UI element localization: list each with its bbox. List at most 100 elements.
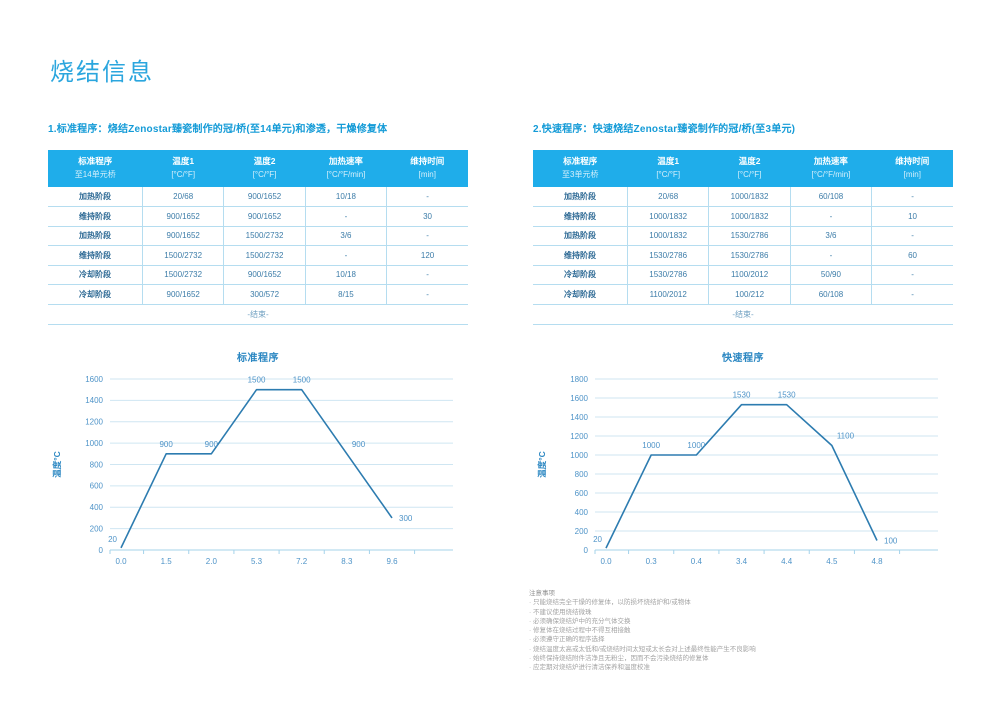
- table-cell: 冷却阶段: [48, 284, 143, 304]
- table-cell: 1100/2012: [708, 264, 791, 285]
- gridlines: [595, 378, 938, 550]
- svg-text:900: 900: [205, 439, 219, 448]
- table-cell: -: [304, 206, 387, 226]
- column-header: 维持时间 [min]: [386, 150, 468, 187]
- table-row: 冷却阶段 1100/2012 100/212 60/108-: [533, 284, 953, 304]
- section-heading-fast: 2.快速程序：快速烧结Zenostar臻瓷制作的冠/桥(至3单元): [533, 124, 796, 135]
- standard-program-table: 标准程序 至14单元桥 温度1 [°C/°F] 温度2 [°C/°F] 加热速率 [°C/°F…: [48, 150, 468, 325]
- notes-title: 注意事项: [529, 590, 555, 597]
- table-cell: 900/1652: [223, 206, 306, 226]
- table-row: 冷却阶段 900/1652 300/572 8/15-: [48, 284, 468, 304]
- svg-text:1500: 1500: [293, 375, 311, 384]
- table-cell: 900/1652: [141, 225, 224, 246]
- table-cell: 维持阶段: [48, 245, 143, 265]
- table-cell: 1500/2732: [141, 264, 224, 285]
- table-cell: 1530/2786: [708, 225, 791, 246]
- note-item: 修复体在烧结过程中不得互相接触: [529, 626, 959, 635]
- table-row: 维持阶段 1500/2732 1500/2732-120: [48, 245, 468, 265]
- svg-text:1000: 1000: [85, 438, 103, 447]
- table-cell: 8/15: [304, 284, 387, 304]
- table-cell: 加热阶段: [79, 192, 111, 201]
- table-cell: 3/6: [789, 225, 872, 246]
- table-cell: 维持阶段: [533, 245, 628, 265]
- table-cell: -: [386, 284, 468, 304]
- table-footer-end: -结束-: [533, 303, 953, 325]
- table-cell: 900/1652: [141, 284, 224, 304]
- table-cell: -: [789, 245, 872, 265]
- svg-text:900: 900: [159, 439, 173, 448]
- note-item: 应定期对烧结炉进行清洁保养和温度校准: [529, 663, 959, 672]
- x-tick-label: 9.6: [386, 557, 398, 566]
- table-cell: -: [386, 264, 468, 285]
- table-cell: 900/1652: [223, 264, 306, 285]
- table-cell: 100/212: [708, 284, 791, 304]
- table-row: 加热阶段 20/68 1000/1832 60/108-: [533, 187, 953, 207]
- table-cell: 冷却阶段: [533, 264, 628, 285]
- table-cell: 1530/2786: [626, 264, 709, 285]
- table-cell: 加热阶段: [533, 225, 628, 246]
- point-labels: 20 900 900 1500 1500 900 300: [108, 375, 413, 543]
- svg-text:20: 20: [593, 535, 602, 544]
- svg-text:1100: 1100: [837, 431, 855, 440]
- note-item: 烧结温度太高或太低和/或烧结时间太短或太长会对上述最终性能产生不良影响: [529, 645, 959, 654]
- table-cell: -: [871, 264, 953, 285]
- column-header: 温度2 [°C/°F]: [708, 150, 791, 187]
- table-cell: 1500/2732: [141, 245, 224, 265]
- svg-text:0: 0: [99, 545, 104, 554]
- svg-text:800: 800: [90, 460, 104, 469]
- note-item: 始终保持烧结附件洁净且无粉尘，因而不会污染烧结的修复体: [529, 654, 959, 663]
- x-tick-label: 4.4: [781, 557, 793, 566]
- x-tick-label: 0.0: [600, 557, 612, 566]
- table-cell: 冷却阶段: [48, 264, 143, 285]
- fast-chart-title: 快速程序: [722, 352, 764, 364]
- svg-text:400: 400: [90, 503, 104, 512]
- temperature-line: [605, 403, 878, 548]
- table-cell: 60: [871, 245, 953, 265]
- table-cell: 20/68: [626, 187, 709, 207]
- table-cell: 300/572: [223, 284, 306, 304]
- x-tick-label: 5.3: [251, 557, 263, 566]
- x-tick-label: 0.3: [646, 557, 658, 566]
- table-cell: 1000/1832: [708, 206, 791, 226]
- column-header: 温度1 [°C/°F]: [142, 150, 224, 187]
- table-cell: -: [386, 187, 468, 207]
- standard-chart-title: 标准程序: [237, 352, 279, 364]
- svg-text:1000: 1000: [687, 441, 705, 450]
- svg-text:1000: 1000: [570, 450, 588, 459]
- table-cell: 10: [871, 206, 953, 226]
- axis-labels: 0 200 400 600 800 1000 1200 1400 1600 1800 0.0 0.3 0…: [570, 374, 883, 565]
- svg-text:20: 20: [108, 534, 117, 543]
- table-cell: 60/108: [789, 284, 872, 304]
- table-cell: 1000/1832: [708, 187, 791, 207]
- section-standard-program: 1.标准程序：烧结Zenostar臻瓷制作的冠/桥(至14单元)和渗透，干燥修复…: [48, 120, 468, 574]
- table-cell: 120: [386, 245, 468, 265]
- table-cell: -: [386, 225, 468, 246]
- x-tick-label: 1.5: [161, 557, 173, 566]
- table-row: 维持阶段 1530/2786 1530/2786-60: [533, 245, 953, 265]
- table-footer-end: -结束-: [48, 303, 468, 325]
- note-item: 必须确保烧结炉中的充分气体交换: [529, 617, 959, 626]
- table-cell: 1500/2732: [223, 225, 306, 246]
- fast-program-chart: 0 200 400 600 800 1000 1200 1400 1600 1800 0.0 0.3 0…: [537, 374, 938, 566]
- notes: 注意事项 只能烧结完全干燥的修复体，以防损坏烧结炉和/或物体不建议使用烧结微珠必…: [529, 589, 959, 673]
- table-cell: 900/1652: [141, 206, 224, 226]
- column-header: 标准程序 至3单元桥: [533, 150, 628, 187]
- table-cell: 60/108: [789, 187, 872, 207]
- svg-text:1600: 1600: [570, 393, 588, 402]
- svg-text:1530: 1530: [778, 390, 796, 399]
- table-row: 维持阶段 1000/1832 1000/1832-10: [533, 206, 953, 226]
- table-cell: 20/68: [141, 187, 224, 207]
- table-cell: 加热阶段: [564, 192, 596, 201]
- notes-list: 只能烧结完全干燥的修复体，以防损坏烧结炉和/或物体不建议使用烧结微珠必须确保烧结…: [529, 598, 959, 672]
- table-cell: 50/90: [789, 264, 872, 285]
- table-cell: 30: [386, 206, 468, 226]
- x-tick-label: 2.0: [206, 557, 218, 566]
- x-tick-label: 0.0: [115, 557, 127, 566]
- svg-text:600: 600: [90, 481, 104, 490]
- svg-text:1530: 1530: [733, 390, 751, 399]
- table-cell: 维持阶段: [533, 206, 628, 226]
- svg-text:100: 100: [884, 536, 898, 545]
- svg-text:800: 800: [575, 469, 589, 478]
- table-cell: -: [304, 245, 387, 265]
- fast-program-table: 标准程序 至3单元桥 温度1 [°C/°F] 温度2 [°C/°F] 加热速率 [°C/°F/…: [533, 150, 953, 325]
